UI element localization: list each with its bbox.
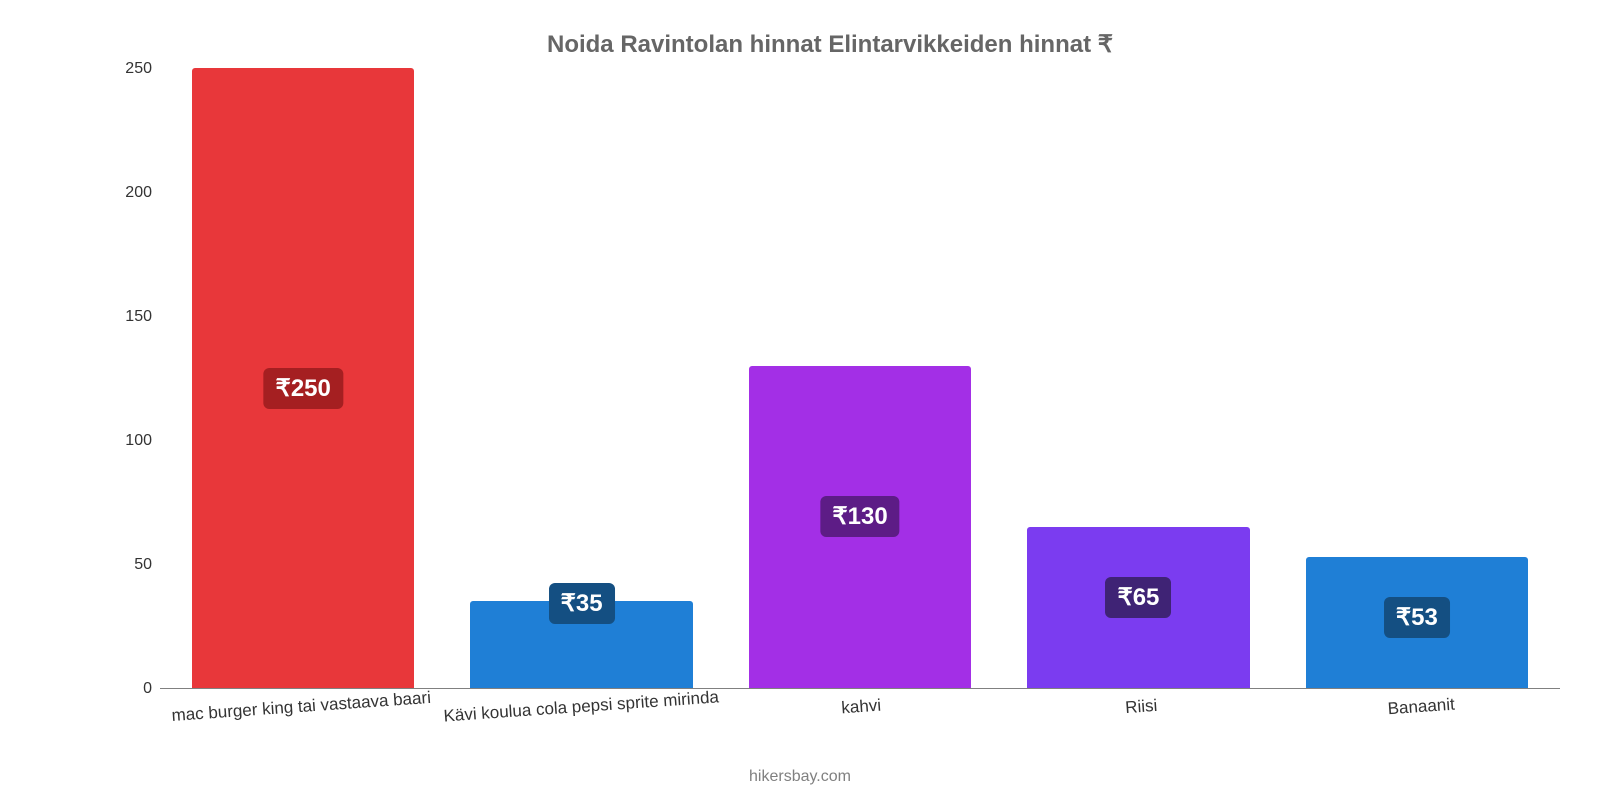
bar-value-badge: ₹130	[820, 496, 899, 537]
bar-slot: ₹65	[999, 69, 1277, 688]
chart-container: Noida Ravintolan hinnat Elintarvikkeiden…	[0, 0, 1600, 800]
bar-value-badge: ₹53	[1384, 597, 1450, 638]
y-tick-label: 200	[125, 184, 152, 202]
bar-slot: ₹130	[721, 69, 999, 688]
bar-0: ₹250	[192, 68, 414, 688]
y-tick-label: 50	[134, 556, 152, 574]
y-tick-label: 100	[125, 432, 152, 450]
y-tick-label: 0	[143, 680, 152, 698]
y-tick-label: 150	[125, 308, 152, 326]
bar-2: ₹130	[749, 366, 971, 688]
bar-value-badge: ₹250	[264, 368, 343, 409]
x-axis-labels: mac burger king tai vastaava baariKävi k…	[160, 689, 1560, 717]
bars-area: ₹250 ₹35 ₹130 ₹65 ₹53	[160, 69, 1560, 689]
bar-value-badge: ₹35	[549, 583, 615, 624]
bar-slot: ₹53	[1278, 69, 1556, 688]
y-tick-label: 250	[125, 60, 152, 78]
chart-title: Noida Ravintolan hinnat Elintarvikkeiden…	[100, 30, 1560, 59]
chart-footer: hikersbay.com	[0, 768, 1600, 786]
bar-1: ₹35	[470, 601, 692, 688]
bar-slot: ₹250	[164, 69, 442, 688]
bar-4: ₹53	[1306, 557, 1528, 688]
bar-value-badge: ₹65	[1105, 577, 1171, 618]
bar-slot: ₹35	[442, 69, 720, 688]
y-axis: 050100150200250	[100, 69, 160, 689]
bar-3: ₹65	[1027, 527, 1249, 688]
plot-area: 050100150200250 ₹250₹35₹130₹65₹53 mac bu…	[100, 69, 1560, 689]
